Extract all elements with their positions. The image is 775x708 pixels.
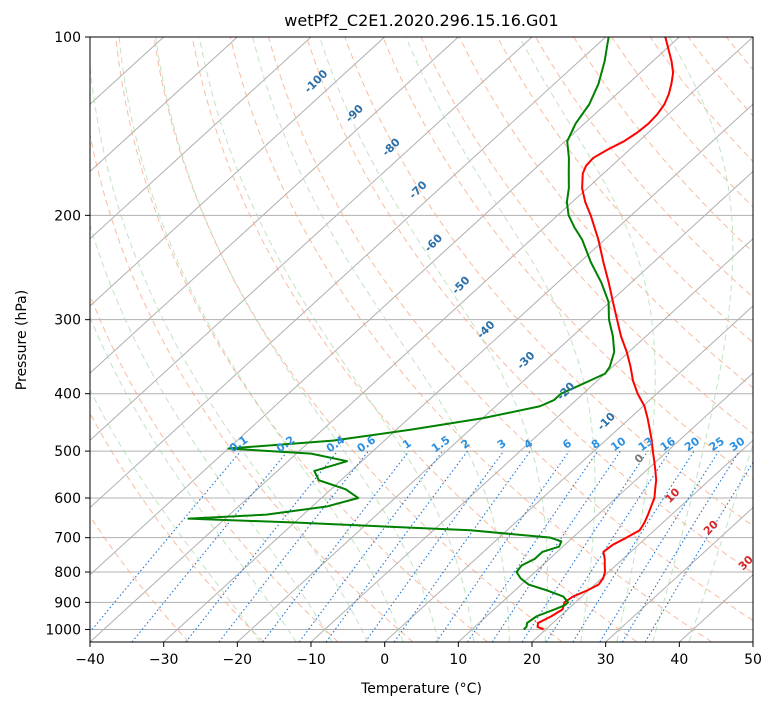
dry-adiabat [496,37,753,344]
x-tick-label: −20 [223,652,253,668]
plot-frame [89,36,754,643]
y-tick-label: 200 [54,208,81,224]
mixing-ratio-line [572,450,695,642]
moist-adiabat [118,37,404,642]
mixing-ratio-line [435,450,570,642]
isotherm-gridline [90,37,459,374]
moist-adiabat [252,37,510,642]
y-tick-label: 600 [54,491,81,507]
isotherm-gridline [90,37,533,442]
mixing-ratio-line [364,450,505,642]
isotherm-gridline [90,37,312,240]
dry-adiabat [306,37,753,574]
profile-series [187,37,675,631]
dry-adiabat [344,37,753,527]
mixing-ratio-line [185,450,338,642]
x-tick-label: −40 [75,652,105,668]
y-tick-label: 500 [54,444,81,460]
dry-adiabat [90,412,264,642]
isotherm-gridline [457,372,753,642]
plot-area [90,37,753,642]
dry-adiabat [90,131,414,642]
mixing-ratio-line [393,450,531,642]
dry-adiabat [115,37,488,642]
moist-adiabat [652,37,734,642]
temperature-profile-line [536,37,675,631]
isotherm-gridline [531,439,753,642]
x-tick-label: 0 [380,652,389,668]
moist-adiabat [90,223,333,642]
chart-title: wetPf2_C2E1.2020.296.15.16.G01 [284,11,558,31]
mixing-ratio-line [131,450,289,642]
y-axis-label: Pressure (hPa) [14,290,30,390]
isotherm-gridline [90,37,386,307]
mixing-ratio-line [521,450,649,642]
axes: −40 −30 −20 −10 0 10 20 30 40 50 100 200 300 400 500 60… [45,30,762,668]
x-tick-label: 20 [523,652,541,668]
x-tick-label: −30 [149,652,179,668]
moist-adiabat [90,315,297,642]
moist-adiabat [688,442,753,642]
isotherm-gridline [605,506,753,642]
x-tick-label: 40 [670,652,688,668]
mixing-ratio-line [325,450,468,642]
isotherm-gridline [90,37,607,509]
mixing-ratio-line [491,450,621,642]
moist-adiabat [155,37,439,642]
moist-adiabat [405,37,596,642]
dewpoint-profile-line [187,37,616,631]
mixing-ratio-line [90,450,242,633]
isotherm-gridline [90,37,753,642]
y-tick-label: 900 [54,595,81,611]
moist-adiabat [319,37,548,642]
isotherm-gridline [90,37,238,173]
dry-adiabat [535,37,753,298]
isotherm-gridline [384,305,753,642]
mixing-ratio-line [621,450,740,642]
y-tick-label: 800 [54,565,81,581]
y-tick-label: 1000 [45,622,81,638]
moist-adiabat [90,388,261,642]
y-tick-label: 400 [54,387,81,403]
moist-adiabat [90,61,369,642]
x-tick-label: 30 [597,652,615,668]
dry-adiabat [191,37,638,642]
isotherm-gridline [236,170,753,642]
dry-adiabat [153,37,563,642]
mixing-ratio-line [262,450,410,642]
y-tick-label: 700 [54,531,81,547]
mixing-ratio-line [298,450,444,642]
dry-adiabat [268,37,753,622]
dry-adiabat [90,515,190,642]
dry-adiabat [229,37,712,642]
mixing-ratio-line [545,450,671,642]
mixing-ratio-line [467,450,599,642]
y-tick-label: 300 [54,313,81,329]
x-tick-label: 10 [449,652,467,668]
isotherm-gridline [310,237,753,642]
x-axis-label: Temperature (°C) [360,681,482,697]
y-tick-label: 100 [54,30,81,46]
x-tick-label: −10 [296,652,326,668]
moist-adiabat [198,37,475,642]
x-tick-label: 50 [744,652,762,668]
